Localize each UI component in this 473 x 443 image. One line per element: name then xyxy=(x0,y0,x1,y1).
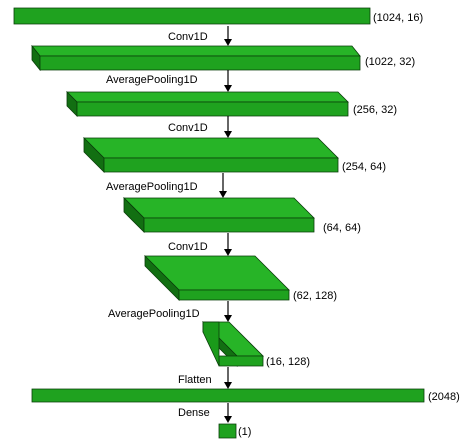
layer-shape-label: (16, 128) xyxy=(266,356,310,368)
layer-block-5 xyxy=(123,197,315,233)
arrow xyxy=(224,367,232,389)
operation-label: Conv1D xyxy=(168,31,208,43)
layer-shape-label: (1024, 16) xyxy=(373,12,423,24)
arrow xyxy=(224,70,232,92)
layer-block-6 xyxy=(144,255,290,301)
operation-label: Conv1D xyxy=(168,122,208,134)
layer-block-1 xyxy=(13,7,371,25)
operation-label: Flatten xyxy=(178,374,212,386)
arrow xyxy=(224,26,232,46)
arrow xyxy=(224,233,232,256)
layer-shape-label: (1) xyxy=(238,426,251,438)
operation-label: AveragePooling1D xyxy=(106,181,198,193)
layer-block-7 xyxy=(202,321,264,367)
arrow xyxy=(224,116,232,138)
operation-label: AveragePooling1D xyxy=(108,308,200,320)
layer-shape-label: (1022, 32) xyxy=(365,56,415,68)
operation-label: Conv1D xyxy=(168,241,208,253)
layer-shape-label: (254, 64) xyxy=(342,161,386,173)
arrow xyxy=(219,173,227,198)
layer-block-9 xyxy=(218,423,237,439)
layer-block-3 xyxy=(66,91,349,117)
operation-label: Dense xyxy=(178,407,210,419)
arrow xyxy=(224,301,232,322)
arrow xyxy=(224,403,232,423)
layer-shape-label: (62, 128) xyxy=(293,290,337,302)
layer-block-2 xyxy=(31,44,361,72)
layer-shape-label: (256, 32) xyxy=(353,104,397,116)
layer-shape-label: (64, 64) xyxy=(323,222,361,234)
layer-block-4 xyxy=(83,137,339,173)
operation-label: AveragePooling1D xyxy=(106,74,198,86)
layer-shape-label: (2048) xyxy=(428,391,460,403)
layer-block-8 xyxy=(31,388,425,403)
